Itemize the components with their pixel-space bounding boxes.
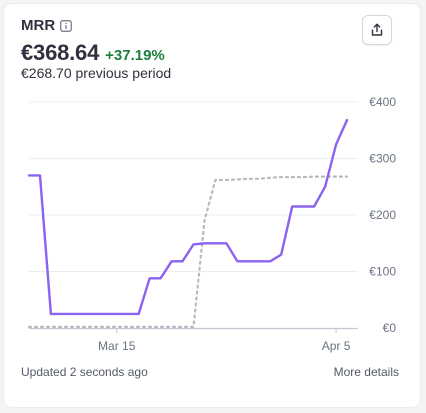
current-period-line bbox=[27, 118, 349, 316]
mrr-line-chart: €0 €100 €200 €300 €400 Mar 15 Apr 5 bbox=[27, 95, 397, 353]
y-tick-label: €200 bbox=[369, 208, 396, 222]
change-percent: +37.19% bbox=[105, 47, 165, 64]
previous-period-line bbox=[27, 175, 349, 328]
x-tick-label: Apr 5 bbox=[322, 339, 351, 353]
info-icon[interactable] bbox=[60, 19, 73, 32]
share-export-icon bbox=[371, 23, 383, 36]
y-tick-label: €400 bbox=[369, 95, 396, 109]
y-tick-label: €300 bbox=[369, 152, 396, 166]
y-tick-label: €0 bbox=[383, 321, 397, 335]
metric-title: MRR bbox=[21, 17, 56, 34]
previous-period-value: €268.70 previous period bbox=[21, 65, 172, 81]
export-button[interactable] bbox=[362, 15, 392, 45]
mrr-card bbox=[4, 4, 420, 407]
more-details-link[interactable]: More details bbox=[333, 365, 399, 379]
x-tick-label: Mar 15 bbox=[98, 339, 136, 353]
metric-value-row: €368.64 +37.19% bbox=[21, 40, 165, 66]
metric-title-row: MRR bbox=[21, 17, 73, 34]
y-tick-label: €100 bbox=[369, 265, 396, 279]
updated-timestamp: Updated 2 seconds ago bbox=[21, 365, 148, 379]
metric-value: €368.64 bbox=[21, 40, 100, 65]
